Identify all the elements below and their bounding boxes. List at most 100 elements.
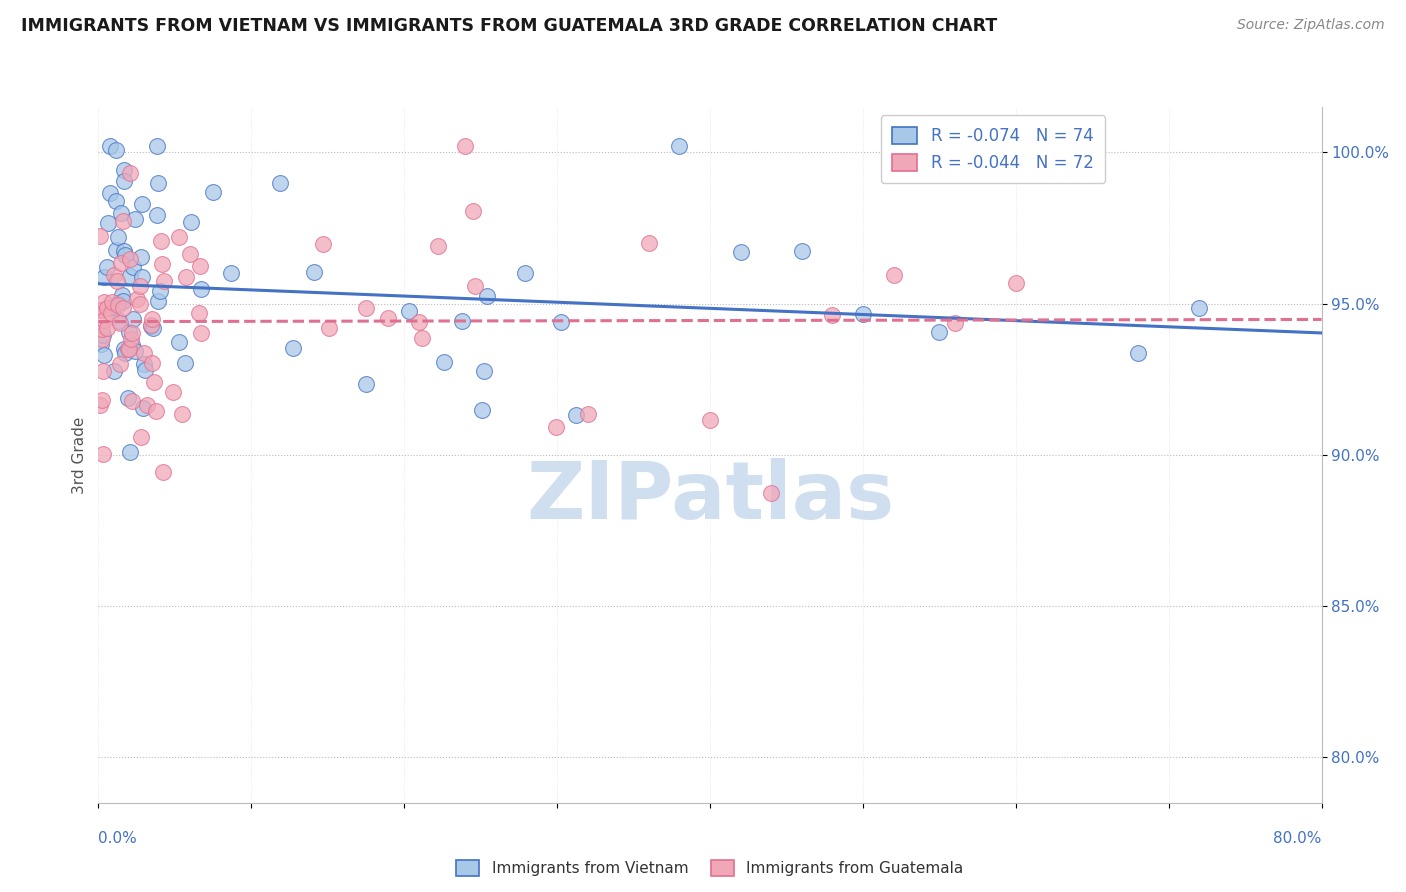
Point: [472, 364, 495, 378]
Text: Source: ZipAtlas.com: Source: ZipAtlas.com: [1237, 18, 1385, 31]
Point: [96, 301, 118, 315]
Point: [637, 236, 661, 251]
Point: [93, 269, 115, 284]
Point: [103, 364, 125, 378]
Point: [668, 139, 690, 153]
Point: [883, 268, 905, 282]
Point: [134, 357, 156, 371]
Point: [121, 394, 143, 409]
Point: [118, 343, 141, 357]
Point: [269, 176, 291, 190]
Point: [153, 274, 176, 288]
Point: [120, 166, 142, 180]
Point: [129, 250, 152, 264]
Point: [103, 268, 125, 283]
Point: [180, 215, 202, 229]
Point: [219, 266, 242, 280]
Point: [142, 376, 165, 390]
Point: [120, 445, 142, 459]
Point: [1004, 276, 1026, 290]
Point: [101, 294, 124, 309]
Point: [174, 269, 197, 284]
Point: [89, 229, 111, 244]
Point: [134, 362, 156, 376]
Point: [142, 320, 165, 334]
Point: [281, 341, 304, 355]
Point: [118, 269, 141, 284]
Point: [132, 345, 155, 359]
Point: [129, 297, 152, 311]
Point: [174, 356, 197, 370]
Point: [96, 321, 118, 335]
Point: [1128, 346, 1150, 360]
Point: [426, 239, 449, 253]
Point: [124, 211, 146, 226]
Point: [550, 315, 572, 329]
Point: [179, 247, 201, 261]
Point: [131, 197, 153, 211]
Point: [110, 316, 132, 330]
Point: [139, 318, 162, 332]
Point: [515, 267, 537, 281]
Point: [146, 176, 169, 190]
Point: [111, 214, 134, 228]
Point: [150, 257, 173, 271]
Point: [90, 332, 112, 346]
Point: [141, 356, 163, 370]
Point: [89, 398, 111, 412]
Point: [1188, 301, 1211, 316]
Point: [122, 312, 145, 326]
Point: [131, 270, 153, 285]
Point: [148, 293, 170, 308]
Point: [117, 342, 139, 356]
Point: [145, 208, 167, 222]
Point: [433, 354, 456, 368]
Point: [107, 229, 129, 244]
Point: [398, 304, 420, 318]
Point: [411, 331, 433, 345]
Point: [471, 403, 494, 417]
Point: [91, 327, 114, 342]
Point: [124, 343, 146, 358]
Point: [190, 326, 212, 340]
Point: [89, 302, 111, 317]
Point: [112, 173, 135, 187]
Point: [821, 308, 844, 322]
Point: [202, 185, 225, 199]
Point: [544, 420, 567, 434]
Point: [107, 296, 129, 310]
Point: [190, 259, 212, 273]
Point: [100, 306, 122, 320]
Point: [93, 295, 115, 310]
Point: [162, 385, 184, 400]
Point: [150, 234, 173, 248]
Point: [354, 377, 377, 392]
Point: [111, 294, 134, 309]
Point: [90, 336, 112, 351]
Point: [104, 194, 127, 209]
Text: IMMIGRANTS FROM VIETNAM VS IMMIGRANTS FROM GUATEMALA 3RD GRADE CORRELATION CHART: IMMIGRANTS FROM VIETNAM VS IMMIGRANTS FR…: [21, 17, 997, 35]
Text: ZIPatlas: ZIPatlas: [526, 458, 894, 536]
Point: [125, 292, 148, 306]
Point: [97, 216, 120, 230]
Point: [112, 244, 135, 258]
Y-axis label: 3rd Grade: 3rd Grade: [72, 417, 87, 493]
Point: [377, 310, 399, 325]
Point: [146, 139, 169, 153]
Point: [112, 162, 135, 177]
Point: [129, 278, 152, 293]
Point: [167, 230, 190, 244]
Point: [122, 260, 145, 274]
Point: [100, 300, 122, 314]
Point: [730, 244, 752, 259]
Point: [461, 203, 484, 218]
Point: [576, 408, 599, 422]
Point: [135, 398, 157, 412]
Point: [114, 248, 136, 262]
Point: [105, 143, 128, 157]
Point: [108, 357, 131, 371]
Point: [149, 284, 172, 298]
Point: [304, 265, 326, 279]
Point: [318, 321, 340, 335]
Point: [790, 244, 813, 259]
